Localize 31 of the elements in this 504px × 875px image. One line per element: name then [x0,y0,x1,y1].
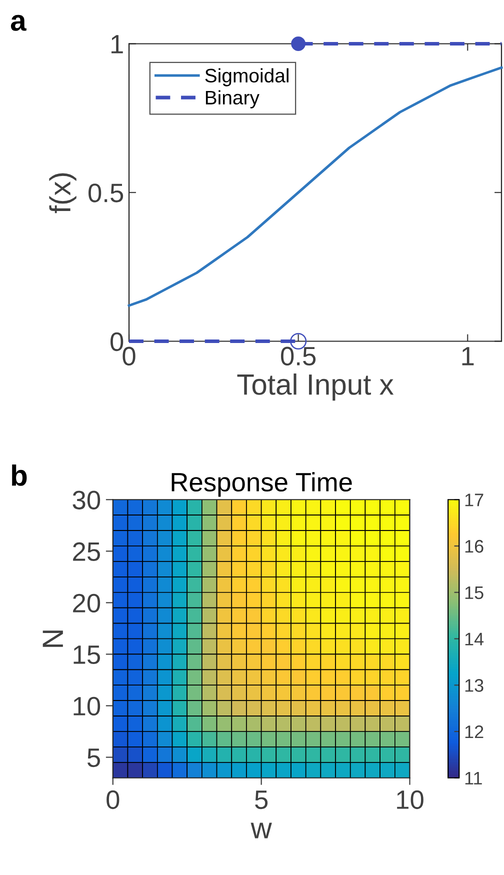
y-tick-label: 30 [72,490,100,510]
color-bar-label: 15 [465,586,484,600]
y-tick-label: 10 [74,696,100,716]
line-series [128,66,503,307]
x-tick-label: 0.5 [281,346,316,366]
color-bar-label: 17 [465,494,484,506]
color-bar-label: 11 [465,772,482,784]
x-tick-label: 0 [122,346,136,366]
legend-label: Binary [206,90,260,108]
text: b [12,464,27,486]
text: a [10,14,26,31]
y-tick-label: 15 [74,646,100,664]
x-axis-title: Total Input x [237,373,394,401]
y-tick-label: 0.5 [88,184,124,202]
color-bar-label: 14 [465,632,484,646]
x-tick-label: 1 [462,347,474,366]
x-tick-label: 5 [255,790,268,810]
color-bar-label: 13 [465,679,484,692]
legend-label: Sigmoidal [205,68,288,86]
x-axis-title: w [250,822,272,838]
chart-title: Response Time [172,472,352,497]
y-axis-title: N [42,630,63,647]
x-tick-label: 10 [397,790,424,810]
y-tick-label: 25 [73,542,100,561]
color-bar-label: 12 [465,725,484,738]
y-axis-title: f(x) [49,173,76,214]
y-tick-label: 0 [110,332,124,352]
y-tick-label: 1 [112,35,123,54]
y-tick-label: 5 [87,748,100,768]
color-bar-label: 16 [465,540,484,553]
y-tick-label: 20 [73,594,100,612]
